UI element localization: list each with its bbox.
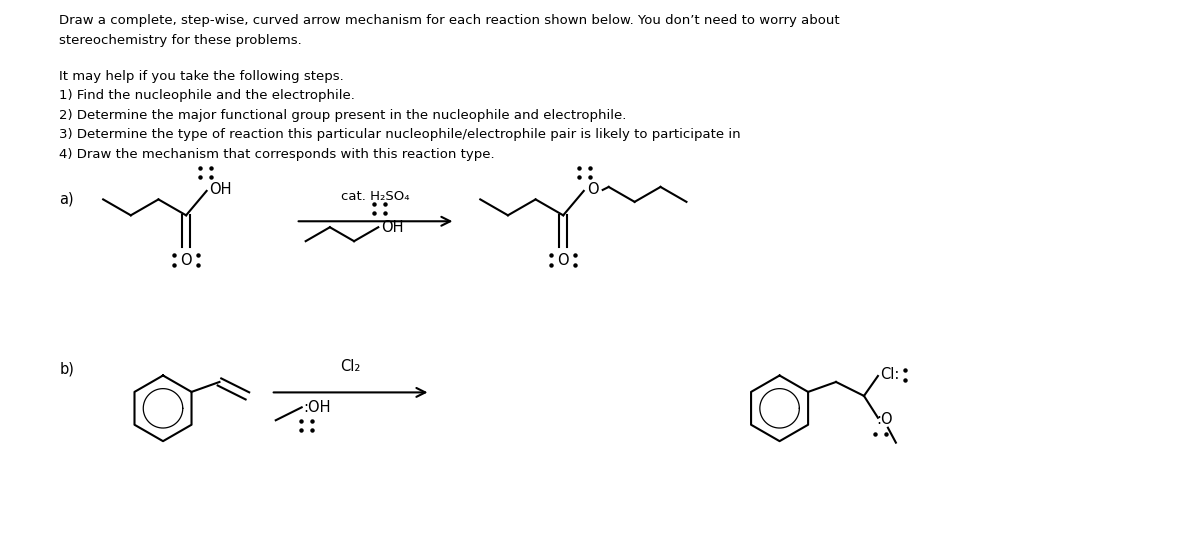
Text: 3) Determine the type of reaction this particular nucleophile/electrophile pair : 3) Determine the type of reaction this p… [59,128,740,141]
Text: O: O [558,252,569,268]
Text: OH: OH [382,220,403,235]
Text: O: O [587,182,599,197]
Text: 4) Draw the mechanism that corresponds with this reaction type.: 4) Draw the mechanism that corresponds w… [59,148,494,161]
Text: Cl:: Cl: [880,368,899,382]
Text: b): b) [59,361,74,376]
Text: It may help if you take the following steps.: It may help if you take the following st… [59,70,344,83]
Text: stereochemistry for these problems.: stereochemistry for these problems. [59,34,302,47]
Text: 2) Determine the major functional group present in the nucleophile and electroph: 2) Determine the major functional group … [59,109,626,122]
Text: :OH: :OH [304,400,331,415]
Text: a): a) [59,192,74,207]
Text: :O: :O [876,412,893,427]
Text: cat. H₂SO₄: cat. H₂SO₄ [341,190,409,203]
Text: Cl₂: Cl₂ [341,359,361,375]
Text: Draw a complete, step-wise, curved arrow mechanism for each reaction shown below: Draw a complete, step-wise, curved arrow… [59,14,840,28]
Text: OH: OH [210,182,232,197]
Text: 1) Find the nucleophile and the electrophile.: 1) Find the nucleophile and the electrop… [59,89,355,102]
Text: O: O [180,252,192,268]
